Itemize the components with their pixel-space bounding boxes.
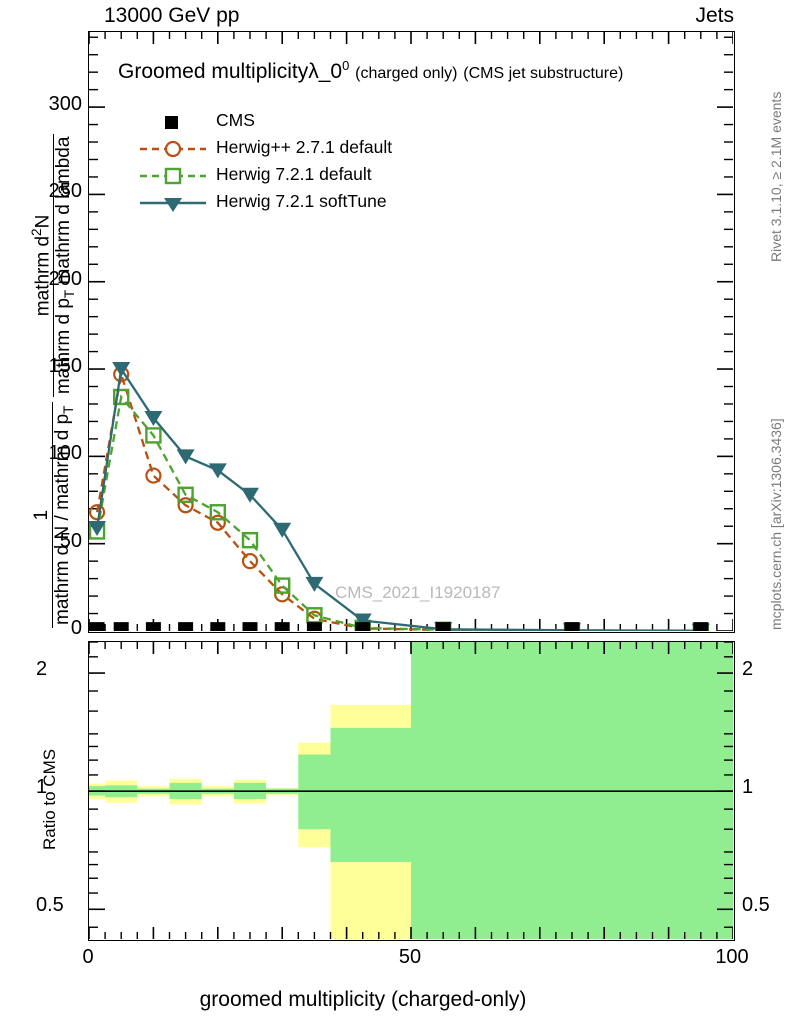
ratio-panel <box>88 641 735 941</box>
legend-marker-dashed-square-icon <box>140 162 206 189</box>
data-marker <box>355 622 371 631</box>
data-marker <box>274 586 291 603</box>
data-marker <box>145 427 162 444</box>
legend-label-herwigpp-271-default: Herwig++ 2.7.1 default <box>216 137 393 157</box>
ratio-tick-label-left: 0.5 <box>36 894 64 917</box>
data-marker <box>145 622 161 631</box>
data-marker <box>564 622 580 631</box>
title-main: Groomed multiplicity <box>118 60 309 83</box>
x-tick-label: 50 <box>398 946 422 968</box>
title-symbol: λ_0 <box>308 60 343 83</box>
data-marker <box>273 577 291 594</box>
title-symbol-sup: 0 <box>342 58 350 73</box>
data-marker <box>435 622 451 631</box>
y-tick-label: 150 <box>48 355 82 378</box>
data-marker <box>208 463 227 479</box>
y-axis-label: 1 mathrm d N / mathrm d pT mathrm d2N ma… <box>29 133 78 628</box>
legend-label-herwig-721-softtune: Herwig 7.2.1 softTune <box>216 191 387 211</box>
data-marker <box>241 553 259 570</box>
y-tick-label: 300 <box>48 93 82 116</box>
y-tick-label: 100 <box>48 442 82 465</box>
ratio-axis-label: Ratio to CMS <box>40 748 59 850</box>
title-sub-analysis: (CMS jet substructure) <box>463 65 624 82</box>
y-tick-label: 0 <box>70 617 82 639</box>
main-plot-panel <box>88 31 735 633</box>
data-marker <box>144 410 163 426</box>
data-marker <box>113 388 130 406</box>
data-marker <box>178 622 194 631</box>
data-marker <box>177 486 194 503</box>
legend-marker-solid-triangle-icon <box>140 189 206 216</box>
main-plot-canvas <box>89 32 733 631</box>
ratio-plot-canvas <box>89 642 733 939</box>
y-tick-label: 200 <box>48 267 82 290</box>
data-marker <box>89 520 107 536</box>
ratio-tick-label-left: 2 <box>36 658 48 681</box>
data-marker <box>209 514 226 531</box>
plot-title: Groomed multiplicityλ_00 (charged only) … <box>118 58 623 84</box>
rivet-version-label: Rivet 3.1.10, ≥ 2.1M events <box>768 91 784 262</box>
data-marker <box>242 622 258 631</box>
series-cms <box>89 622 709 631</box>
data-marker <box>113 622 129 631</box>
data-marker <box>273 522 292 538</box>
x-tick-label: 0 <box>82 946 94 968</box>
legend-label-herwig-721-default: Herwig 7.2.1 default <box>216 164 372 184</box>
data-marker <box>305 576 324 592</box>
y-axis-label-prefactor: 1 mathrm d N / mathrm d pT <box>31 402 76 628</box>
header-beam-label: 13000 GeV pp <box>104 4 240 27</box>
data-marker <box>241 531 259 549</box>
ratio-tick-label-right: 0.5 <box>742 894 770 917</box>
series-herwig-7-2-1-softtune <box>89 362 710 631</box>
data-marker <box>274 622 290 631</box>
ratio-axis-ticks <box>89 642 733 939</box>
data-marker <box>145 467 162 484</box>
x-tick-label: 100 <box>715 946 749 968</box>
data-marker <box>209 504 227 521</box>
legend-marker-square-filled-icon <box>140 108 206 135</box>
ratio-tick-label-right: 2 <box>742 658 754 681</box>
data-marker <box>89 622 105 631</box>
analysis-watermark: CMS_2021_I1920187 <box>335 583 501 602</box>
data-marker <box>89 504 106 521</box>
data-marker <box>353 613 372 629</box>
data-marker <box>112 362 131 378</box>
data-marker <box>177 497 194 514</box>
mcplots-source-label: mcplots.cern.ch [arXiv:1306.3436] <box>768 418 784 630</box>
data-marker <box>306 622 322 631</box>
data-marker <box>241 487 259 503</box>
data-marker <box>210 622 226 631</box>
x-axis-label: groomed multiplicity (charged-only) <box>199 988 527 1011</box>
ratio-tick-label-right: 1 <box>742 776 754 799</box>
legend-label-cms: CMS <box>216 110 255 130</box>
data-marker <box>176 449 195 465</box>
legend-marker-dashed-circle-icon <box>140 135 206 162</box>
y-tick-label: 250 <box>48 180 82 203</box>
data-marker <box>693 622 709 631</box>
header-process-label: Jets <box>695 4 734 27</box>
y-tick-label: 50 <box>59 529 82 552</box>
ratio-tick-label-left: 1 <box>36 776 48 799</box>
title-sub-charged: (charged only) <box>355 65 458 82</box>
